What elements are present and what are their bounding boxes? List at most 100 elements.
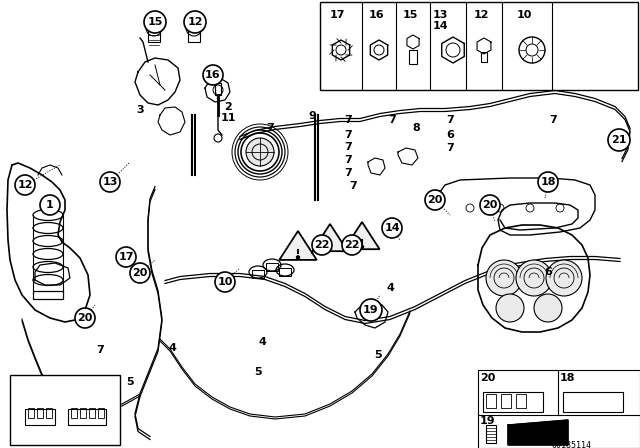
Bar — [98, 408, 104, 418]
Text: 4: 4 — [258, 337, 266, 347]
Text: 7: 7 — [349, 181, 357, 191]
Text: 21: 21 — [611, 135, 627, 145]
Circle shape — [296, 256, 300, 259]
Circle shape — [425, 190, 445, 210]
Text: 7: 7 — [388, 115, 396, 125]
Circle shape — [15, 175, 35, 195]
Circle shape — [546, 260, 582, 296]
Bar — [279, 268, 291, 276]
Bar — [37, 408, 43, 418]
Circle shape — [516, 260, 552, 296]
Bar — [409, 50, 417, 64]
Text: 18: 18 — [540, 177, 556, 187]
Text: 12: 12 — [473, 10, 489, 20]
Text: 6: 6 — [446, 130, 454, 140]
Text: 19: 19 — [480, 416, 495, 426]
Text: 7: 7 — [96, 345, 104, 355]
Circle shape — [144, 11, 166, 33]
Text: 5: 5 — [126, 377, 134, 387]
Text: 20: 20 — [77, 313, 93, 323]
Bar — [148, 20, 160, 42]
Circle shape — [75, 308, 95, 328]
Bar — [320, 2, 638, 90]
Bar — [33, 291, 63, 299]
Circle shape — [534, 294, 562, 322]
Text: 4: 4 — [386, 283, 394, 293]
Text: 13: 13 — [102, 177, 118, 187]
Bar — [46, 408, 52, 418]
Text: 14: 14 — [432, 21, 448, 31]
Text: 10: 10 — [218, 277, 233, 287]
Polygon shape — [279, 231, 317, 260]
Text: 10: 10 — [516, 10, 532, 20]
Bar — [252, 270, 264, 278]
Bar — [266, 263, 278, 271]
Bar — [501, 394, 511, 408]
Text: 5: 5 — [374, 350, 382, 360]
Bar — [71, 408, 77, 418]
Circle shape — [246, 138, 274, 166]
Circle shape — [608, 129, 630, 151]
Circle shape — [203, 65, 223, 85]
Bar — [68, 409, 106, 425]
Text: 7: 7 — [344, 130, 352, 140]
Text: 19: 19 — [363, 305, 379, 315]
Circle shape — [116, 247, 136, 267]
Circle shape — [496, 294, 524, 322]
Circle shape — [184, 11, 206, 33]
Polygon shape — [312, 224, 348, 251]
Bar — [516, 394, 526, 408]
Text: 11: 11 — [220, 113, 236, 123]
Circle shape — [360, 246, 364, 248]
Text: 8: 8 — [412, 123, 420, 133]
Text: 1: 1 — [46, 200, 54, 210]
Text: 16: 16 — [368, 10, 384, 20]
Text: 15: 15 — [147, 17, 163, 27]
Text: 7: 7 — [446, 115, 454, 125]
Circle shape — [382, 218, 402, 238]
Bar — [478, 370, 640, 448]
Bar — [486, 425, 496, 443]
Bar — [89, 408, 95, 418]
Text: 18: 18 — [560, 373, 575, 383]
Bar — [10, 375, 120, 445]
Text: 22: 22 — [314, 240, 330, 250]
Polygon shape — [344, 222, 380, 249]
Text: 2: 2 — [224, 102, 232, 112]
Circle shape — [360, 299, 382, 321]
Text: 20: 20 — [483, 200, 498, 210]
Circle shape — [215, 272, 235, 292]
Text: 6: 6 — [544, 267, 552, 277]
Circle shape — [342, 235, 362, 255]
Text: 7: 7 — [344, 115, 352, 125]
Circle shape — [328, 247, 332, 250]
Text: 12: 12 — [188, 17, 203, 27]
Text: 17: 17 — [118, 252, 134, 262]
Text: 00185114: 00185114 — [552, 440, 592, 448]
Text: 3: 3 — [136, 105, 144, 115]
Bar — [80, 408, 86, 418]
Text: 20: 20 — [132, 268, 148, 278]
Text: 9: 9 — [308, 111, 316, 121]
Bar — [483, 392, 543, 412]
Text: 4: 4 — [168, 343, 176, 353]
Circle shape — [130, 263, 150, 283]
Polygon shape — [508, 420, 568, 445]
Text: 17: 17 — [329, 10, 345, 20]
Text: 15: 15 — [403, 10, 418, 20]
Bar — [188, 24, 200, 42]
Text: 20: 20 — [428, 195, 443, 205]
Bar — [563, 392, 623, 412]
Text: 20: 20 — [480, 373, 495, 383]
Bar — [481, 52, 487, 62]
Bar — [486, 394, 496, 408]
Circle shape — [480, 195, 500, 215]
Text: 7: 7 — [266, 123, 274, 133]
Text: 22: 22 — [344, 240, 360, 250]
Circle shape — [100, 172, 120, 192]
Text: 12: 12 — [17, 180, 33, 190]
Text: 16: 16 — [205, 70, 221, 80]
Text: 5: 5 — [254, 367, 262, 377]
Text: 7: 7 — [344, 168, 352, 178]
Circle shape — [312, 235, 332, 255]
